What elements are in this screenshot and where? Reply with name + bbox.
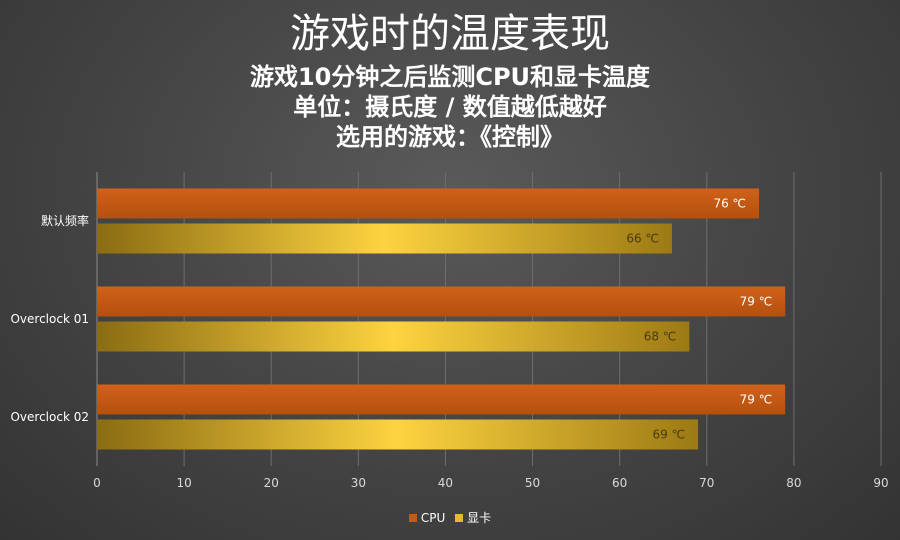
x-tick-label: 50 (525, 476, 540, 490)
category-label: 默认频率 (41, 213, 89, 228)
data-label-gpu: 68 ℃ (644, 330, 677, 344)
bar-cpu (97, 384, 786, 415)
x-tick-label: 70 (699, 476, 714, 490)
x-tick-label: 20 (264, 476, 279, 490)
chart-title: 游戏时的温度表现 (290, 11, 610, 57)
x-tick-label: 80 (786, 476, 801, 490)
bar-gpu (97, 419, 699, 450)
chart-subtitle-2: 单位：摄氏度 / 数值越低越好 (293, 93, 607, 121)
category-label: Overclock 02 (10, 410, 89, 424)
data-label-gpu: 69 ℃ (653, 428, 686, 442)
data-label-cpu: 79 ℃ (740, 295, 773, 309)
x-tick-label: 10 (176, 476, 191, 490)
legend-swatch-gpu (455, 513, 464, 522)
bar-cpu (97, 188, 760, 219)
legend-label-gpu: 显卡 (467, 511, 492, 525)
x-tick-label: 40 (438, 476, 453, 490)
legend-label-cpu: CPU (420, 510, 446, 525)
category-label: Overclock 01 (10, 312, 89, 326)
bar-gpu (97, 321, 690, 352)
x-tick-label: 90 (873, 476, 888, 490)
data-label-cpu: 76 ℃ (713, 197, 746, 211)
legend-item-gpu: 显卡 (455, 509, 491, 526)
chart-subtitle-1: 游戏10分钟之后监测CPU和显卡温度 (249, 63, 651, 91)
chart-subtitle-3: 选用的游戏：《控制》 (336, 123, 564, 151)
x-tick-label: 30 (351, 476, 366, 490)
x-tick-label: 60 (612, 476, 627, 490)
bar-gpu (97, 223, 672, 254)
x-tick-label: 0 (93, 476, 101, 490)
data-label-cpu: 79 ℃ (740, 393, 773, 407)
data-label-gpu: 66 ℃ (626, 232, 659, 246)
bar-cpu (97, 286, 786, 317)
legend-item-cpu: CPU (408, 510, 446, 525)
chart-legend: CPU 显卡 (0, 509, 900, 526)
legend-swatch-cpu (408, 513, 417, 522)
